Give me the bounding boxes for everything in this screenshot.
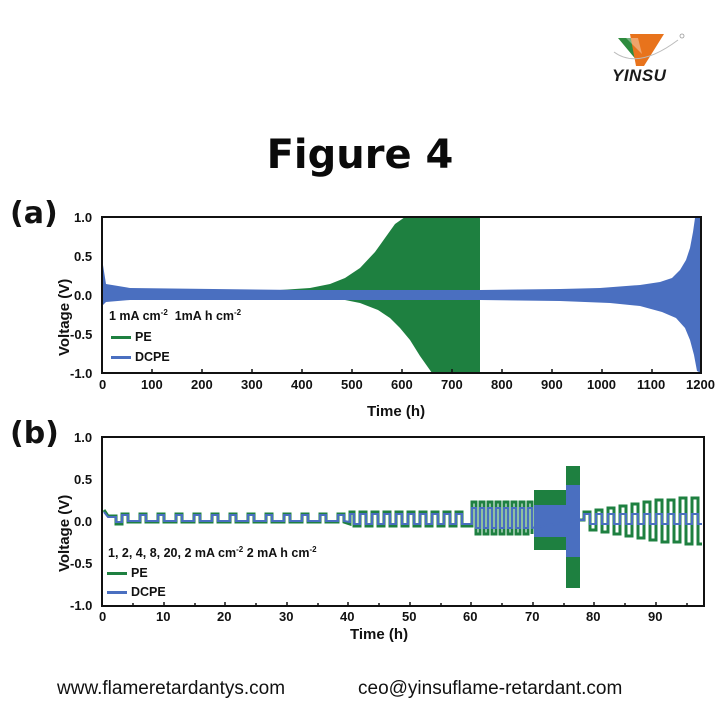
- ytick-b-5: -1.0: [70, 598, 93, 613]
- ytick-b-1: 1.0: [74, 430, 93, 445]
- xtick-b: 20: [217, 609, 232, 624]
- ytick-b-2: 0.5: [74, 472, 93, 487]
- legend-swatch-pe: [107, 572, 127, 576]
- legend-item-dcpe-b: DCPE: [107, 585, 166, 599]
- xtick-a: 800: [491, 377, 513, 392]
- ytick-a-3: 0.0: [74, 288, 93, 303]
- ytick-a-2: 0.5: [74, 249, 93, 264]
- xlabel-a: Time (h): [367, 403, 426, 420]
- xtick-a: 300: [241, 377, 263, 392]
- xtick-a: 1000: [587, 377, 616, 392]
- dcpe-series-b: [103, 507, 702, 530]
- xtick-b: 60: [463, 609, 478, 624]
- footer-website: www.flameretardantys.com: [57, 678, 286, 699]
- legend-swatch-dcpe: [111, 356, 131, 360]
- legend-item-dcpe-a: DCPE: [111, 350, 170, 364]
- xtick-a: 400: [291, 377, 313, 392]
- xtick-b: 40: [340, 609, 355, 624]
- xtick-a: 600: [391, 377, 413, 392]
- xtick-a: 500: [341, 377, 363, 392]
- legend-item-pe-a: PE: [111, 330, 152, 344]
- legend-swatch-pe: [111, 336, 131, 340]
- annotation-b: 1, 2, 4, 8, 20, 2 mA cm-2 2 mA h cm-2: [108, 545, 317, 561]
- xtick-a: 700: [441, 377, 463, 392]
- panel-label-b: (b): [10, 416, 59, 451]
- ytick-a-5: -1.0: [70, 366, 93, 381]
- ytick-b-3: 0.0: [74, 514, 93, 529]
- xtick-a: 1200: [686, 377, 715, 392]
- panel-label-a: (a): [10, 196, 58, 231]
- xlabel-b: Time (h): [350, 626, 409, 643]
- legend-item-pe-b: PE: [107, 566, 148, 580]
- xtick-a: 0: [99, 377, 107, 392]
- figure-title: Figure 4: [266, 132, 454, 178]
- legend-swatch-dcpe: [107, 591, 127, 595]
- ytick-a-4: -0.5: [70, 327, 93, 342]
- xtick-b: 80: [586, 609, 601, 624]
- xtick-a: 100: [141, 377, 163, 392]
- yinsu-v-logo-icon: [613, 33, 685, 66]
- footer-email: ceo@yinsuflame-retardant.com: [358, 678, 623, 699]
- xtick-a: 1100: [637, 377, 666, 392]
- xtick-a: 200: [191, 377, 213, 392]
- xtick-a: 900: [541, 377, 563, 392]
- xtick-b: 50: [402, 609, 417, 624]
- xtick-b: 10: [156, 609, 171, 624]
- ytick-a-1: 1.0: [74, 210, 93, 225]
- pe-series-b: [102, 500, 534, 536]
- yinsu-logo: YINSU: [608, 30, 698, 90]
- brand-name: YINSU: [612, 66, 667, 85]
- annotation-a: 1 mA cm-2 1mA h cm-2: [109, 308, 242, 324]
- xtick-b: 90: [648, 609, 663, 624]
- xtick-b: 0: [99, 609, 107, 624]
- xtick-b: 70: [525, 609, 540, 624]
- ylabel-b: Voltage (V): [56, 494, 73, 572]
- xtick-b: 30: [279, 609, 294, 624]
- ytick-b-4: -0.5: [70, 556, 93, 571]
